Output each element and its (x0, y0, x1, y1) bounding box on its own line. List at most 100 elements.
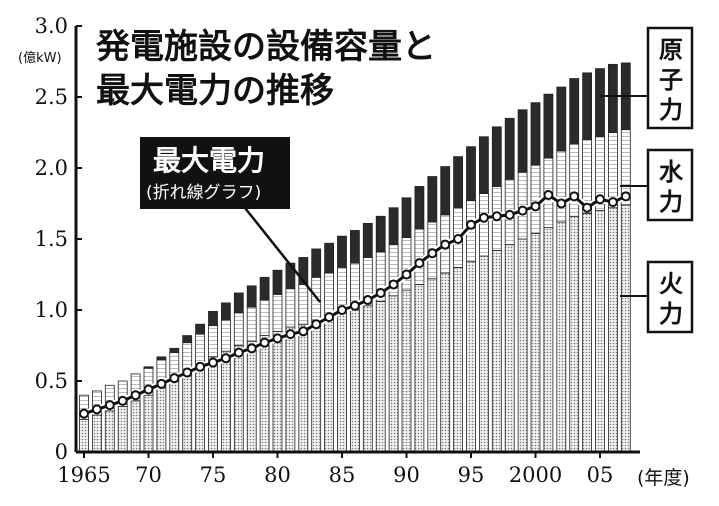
max-power-point (388, 279, 399, 290)
max-power-point (130, 390, 141, 401)
bar-thermal (169, 380, 180, 453)
max-power-point (556, 198, 567, 209)
max-power-point (401, 269, 412, 280)
bar-hydro (556, 150, 567, 223)
bar-nuclear (156, 356, 167, 361)
bar-nuclear (453, 156, 464, 209)
bar-nuclear (349, 230, 360, 264)
title-line-1: 発電施設の設備容量と (96, 27, 436, 67)
bar-thermal (453, 266, 464, 453)
max-power-point (91, 404, 102, 415)
bar-thermal (556, 221, 567, 453)
y-axis-ticks: 0 0.5 1.0 1.5 2.0 2.5 3.0 (35, 14, 82, 464)
bar-layer (79, 62, 631, 453)
bar-hydro (104, 384, 115, 412)
bar-hydro (298, 284, 309, 325)
bar-thermal (427, 278, 438, 453)
bar-nuclear (375, 215, 386, 253)
bar-thermal (466, 261, 476, 453)
bar-nuclear (169, 347, 180, 353)
max-power-point (220, 353, 231, 364)
max-power-point (324, 312, 335, 323)
bar-thermal (375, 301, 386, 453)
bar-nuclear (427, 176, 438, 223)
x-axis-unit: (年度) (637, 467, 690, 489)
max-power-point (582, 202, 593, 213)
bar-thermal (156, 387, 167, 453)
bar-thermal (285, 326, 296, 453)
bar-hydro (569, 143, 580, 217)
bar-thermal (220, 350, 231, 453)
label-nuclear-3: 力 (659, 96, 683, 124)
max-power-point (478, 212, 489, 223)
max-power-point (156, 378, 167, 389)
max-power-point (272, 333, 283, 344)
bar-thermal (595, 210, 605, 453)
bar-thermal (104, 410, 115, 453)
y-tick-label: 0 (55, 440, 68, 464)
bar-nuclear (233, 292, 244, 314)
max-power-point (169, 373, 180, 384)
x-tick-label: 1965 (57, 463, 110, 487)
bar-nuclear (504, 117, 515, 180)
bar-hydro (117, 380, 128, 407)
bar-thermal (569, 215, 580, 453)
label-thermal-1: 火 (659, 270, 683, 298)
bar-nuclear (595, 68, 605, 138)
title-line-2: 最大電力の推移 (96, 71, 334, 111)
bar-hydro (195, 333, 206, 365)
bar-nuclear (569, 78, 580, 145)
label-box-nuclear (646, 26, 694, 130)
label-nuclear-2: 子 (659, 66, 683, 94)
bar-thermal (440, 272, 451, 453)
bar-thermal (530, 232, 541, 453)
bar-nuclear (517, 109, 528, 173)
bar-thermal (246, 340, 257, 453)
max-power-point (530, 201, 541, 212)
max-power-point (427, 248, 438, 259)
max-power-point (311, 319, 322, 330)
label-box-hydro (646, 148, 694, 222)
max-power-point (440, 239, 451, 250)
y-tick-label: 2.0 (35, 156, 68, 180)
bar-hydro (233, 312, 244, 346)
max-power-point (233, 347, 244, 358)
callout-box (140, 137, 290, 209)
max-power-point (362, 295, 373, 306)
bar-nuclear (298, 257, 309, 285)
bar-nuclear (208, 311, 218, 327)
max-power-point (337, 305, 347, 315)
max-power-point (504, 209, 515, 220)
bar-nuclear (401, 197, 412, 238)
max-power-point (182, 367, 193, 378)
title-backdrop (90, 22, 390, 114)
max-power-point (607, 197, 618, 208)
bar-thermal (543, 227, 554, 453)
bar-nuclear (220, 302, 231, 321)
callout-leader (244, 207, 321, 303)
x-axis-ticks: 1965 70 75 80 85 90 95 2000 05 (57, 452, 613, 487)
callout-subtitle: (折れ線グラフ) (146, 183, 261, 203)
bar-hydro (208, 325, 218, 358)
bar-thermal (117, 406, 128, 453)
max-power-point (259, 337, 270, 348)
bar-thermal (491, 249, 502, 453)
max-power-point (349, 300, 360, 311)
y-tick-label: 0.5 (35, 369, 68, 393)
bar-hydro (324, 272, 335, 318)
bar-nuclear (259, 276, 270, 301)
bar-nuclear (491, 126, 502, 187)
label-hydro-2: 力 (659, 188, 683, 216)
label-nuclear-1: 原 (659, 36, 683, 64)
bar-thermal (478, 255, 489, 453)
x-tick-label: 2000 (509, 463, 562, 487)
max-power-point (569, 191, 580, 202)
bar-thermal (92, 414, 102, 453)
max-power-point (246, 343, 257, 354)
max-power-point (543, 189, 554, 200)
x-tick-label: 95 (458, 463, 485, 487)
line-callout: 最大電力 (折れ線グラフ) (140, 137, 321, 303)
max-power-point (285, 329, 296, 340)
max-power-point (117, 395, 128, 406)
